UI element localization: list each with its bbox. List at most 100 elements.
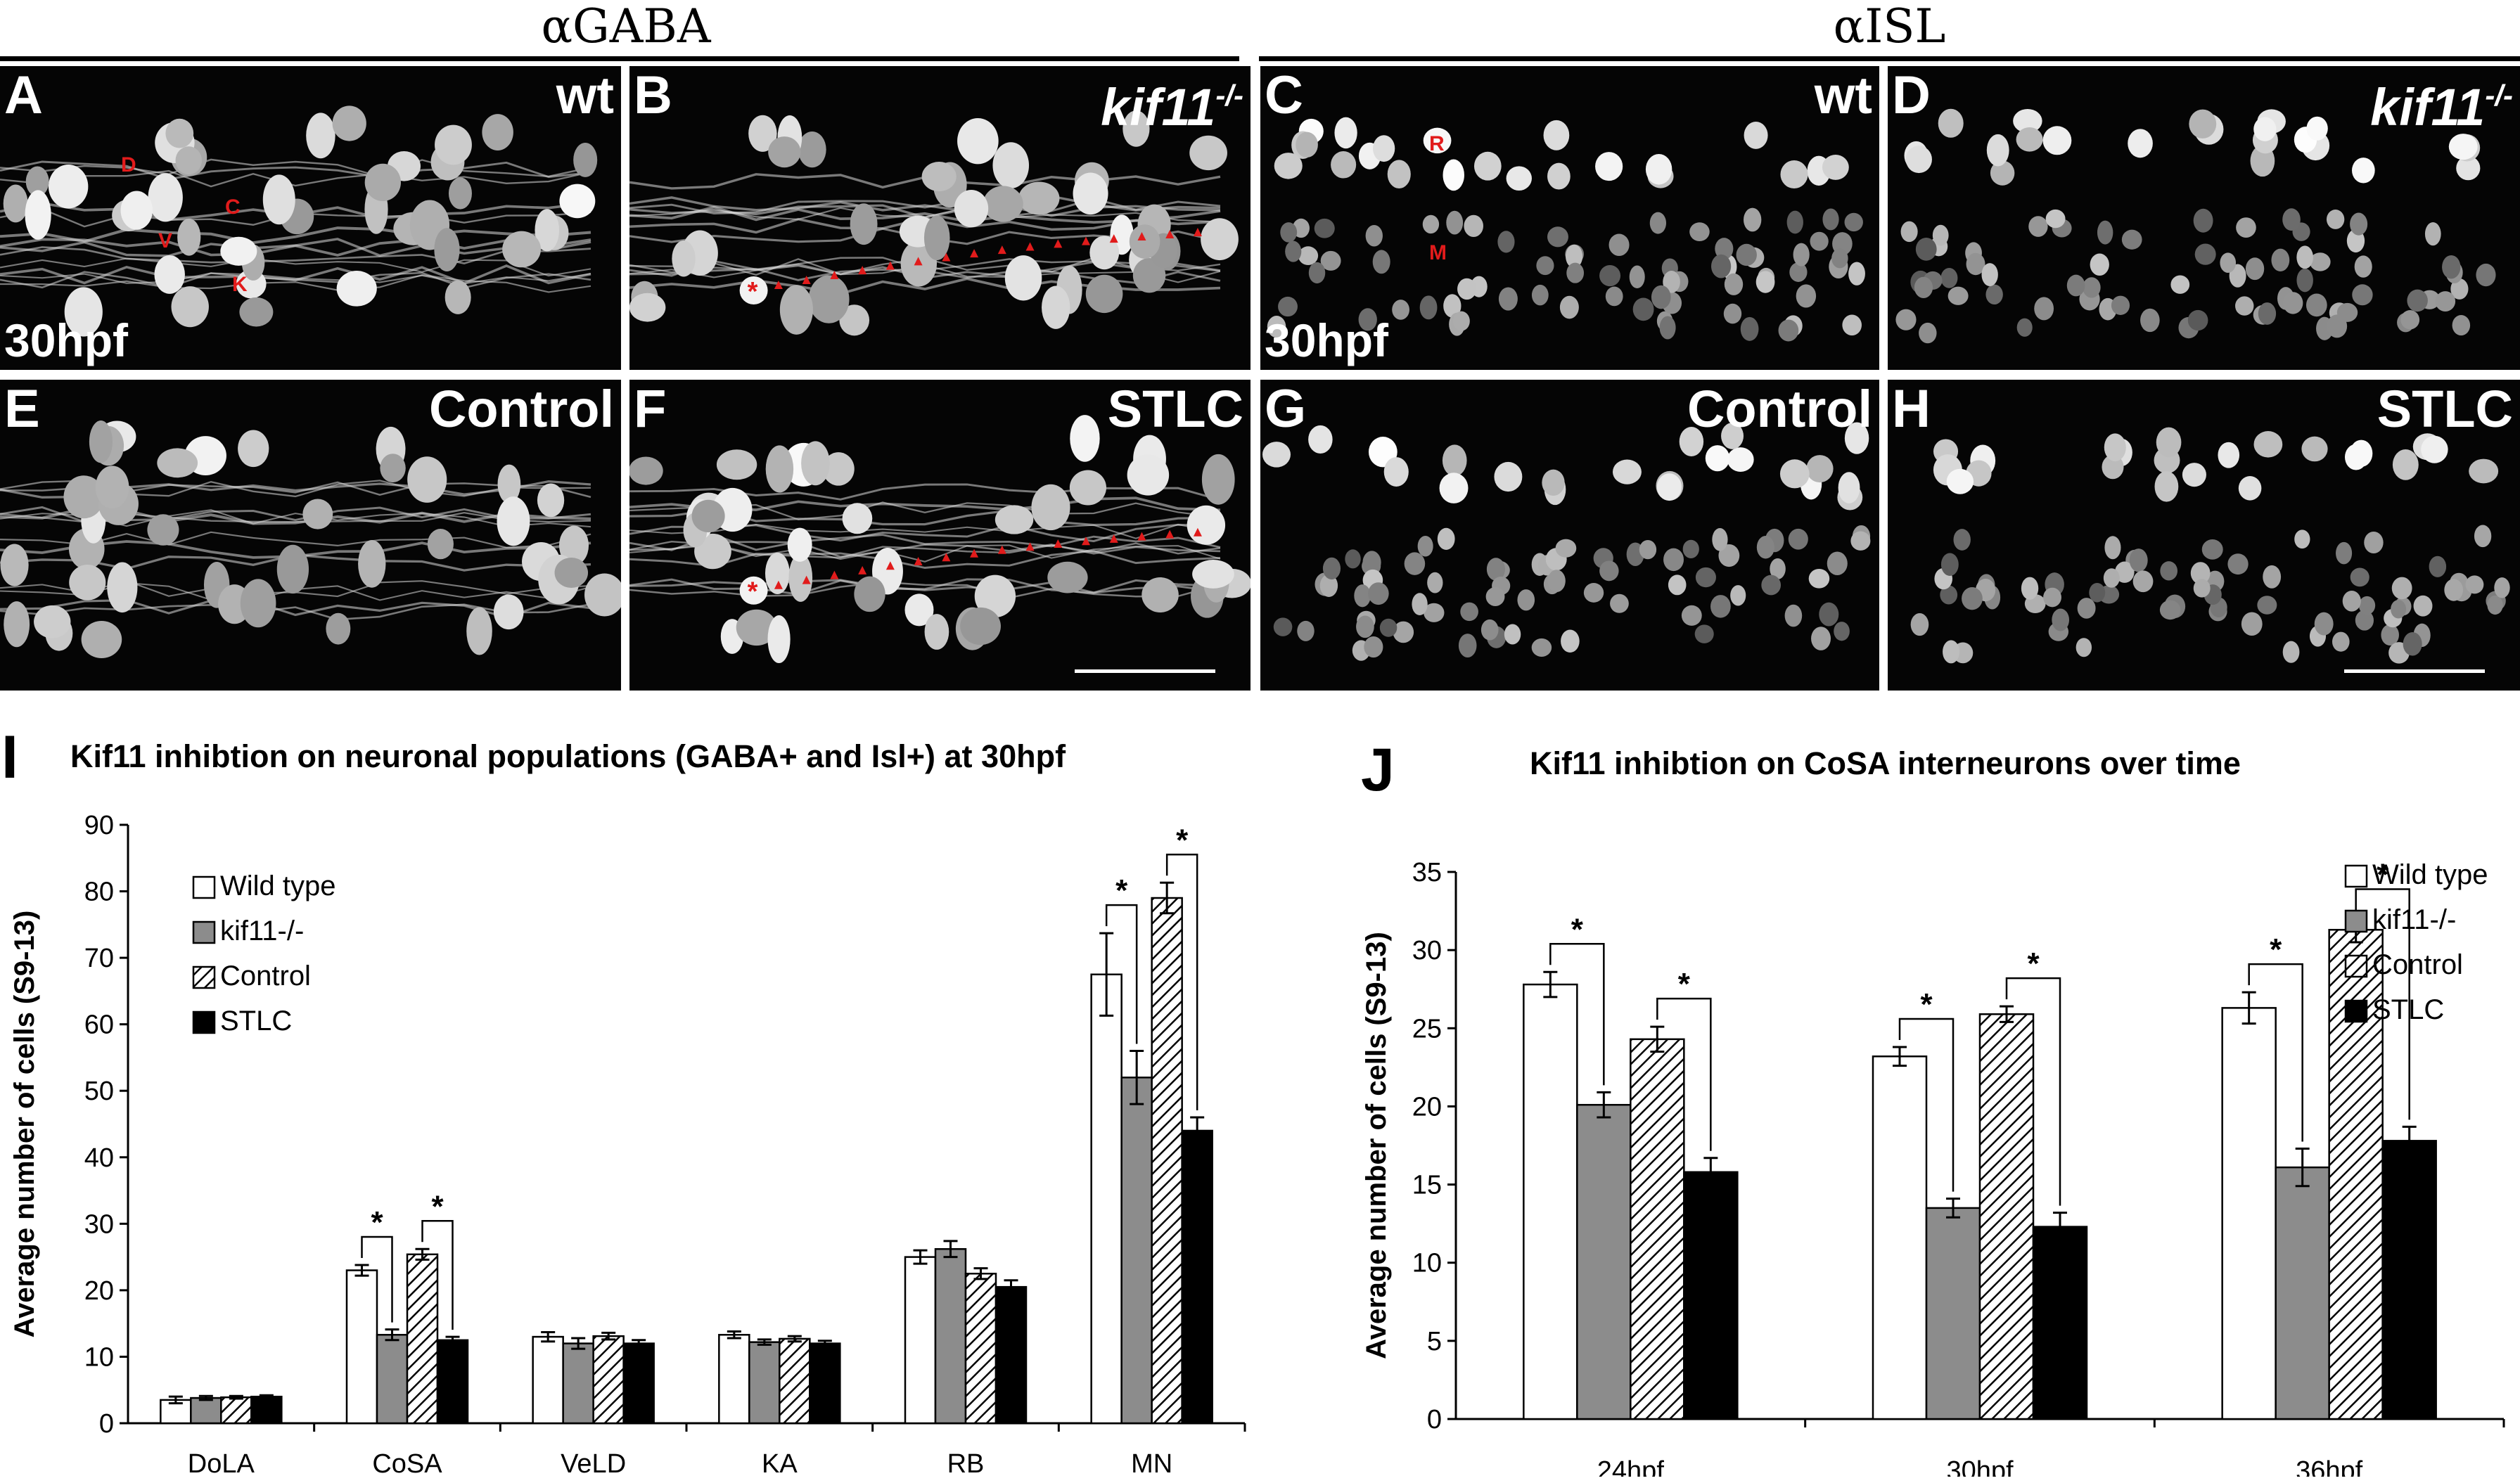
gaba-neuron bbox=[220, 236, 257, 266]
isl-nucleus-dorsal bbox=[1656, 473, 1682, 501]
legend-swatch bbox=[2344, 909, 2368, 933]
isl-nucleus-ventral bbox=[2354, 255, 2372, 278]
isl-nucleus-dorsal bbox=[1806, 455, 1834, 483]
isl-nucleus-ventral bbox=[2077, 598, 2096, 619]
isl-nucleus-dorsal bbox=[1938, 108, 1964, 138]
gaba-neuron bbox=[957, 117, 999, 165]
gaba-neuron bbox=[262, 174, 295, 225]
arrowhead-marker bbox=[1025, 242, 1035, 251]
isl-nucleus-ventral bbox=[2452, 315, 2471, 336]
y-tick-label: 25 bbox=[1412, 1014, 1442, 1044]
gaba-neuron bbox=[904, 593, 934, 627]
gaba-neuron bbox=[95, 466, 129, 509]
arrowhead-marker bbox=[1137, 532, 1146, 541]
panel-letter: E bbox=[4, 380, 40, 439]
significance-bracket bbox=[2005, 977, 2061, 1206]
isl-nucleus-ventral bbox=[1784, 604, 1803, 627]
isl-nucleus-ventral bbox=[1629, 265, 1645, 289]
y-tick-label: 80 bbox=[84, 878, 114, 907]
isl-nucleus-ventral bbox=[1668, 574, 1687, 596]
isl-nucleus-ventral bbox=[1842, 314, 1862, 336]
arrowhead-marker bbox=[1054, 539, 1063, 548]
legend-label: kif11-/- bbox=[220, 916, 304, 946]
panel-condition-label: STLC bbox=[1107, 380, 1243, 438]
micrograph-a: D C V K bbox=[0, 105, 598, 337]
arrowhead-marker bbox=[858, 266, 867, 275]
panel-condition-label: STLC bbox=[2377, 380, 2513, 438]
isl-nucleus-ventral bbox=[1497, 231, 1515, 253]
isl-nucleus-ventral bbox=[1566, 244, 1583, 269]
panel-h: H STLC bbox=[1888, 380, 2520, 691]
y-tick-label: 40 bbox=[84, 1143, 114, 1173]
isl-nucleus-dorsal bbox=[2344, 444, 2367, 470]
isl-nucleus-ventral bbox=[2263, 565, 2282, 589]
bar-control bbox=[1151, 897, 1183, 1425]
gaba-neuron bbox=[558, 525, 589, 565]
micrograph-d bbox=[1895, 108, 2496, 344]
gaba-neuron bbox=[238, 430, 269, 468]
isl-nucleus-ventral bbox=[2235, 296, 2254, 316]
bar-control bbox=[220, 1396, 252, 1425]
isl-nucleus-ventral bbox=[1345, 549, 1361, 569]
asterisk-marker: * bbox=[748, 577, 758, 607]
significance-bracket bbox=[421, 1220, 454, 1330]
gaba-neuron bbox=[497, 496, 530, 546]
isl-nucleus-ventral bbox=[1486, 558, 1505, 581]
isl-nucleus-ventral bbox=[1962, 586, 1983, 610]
isl-nucleus-ventral bbox=[1981, 263, 1998, 287]
isl-nucleus-ventral bbox=[2103, 568, 2120, 588]
gaba-neuron bbox=[326, 612, 351, 645]
gaba-neuron bbox=[691, 499, 725, 532]
significance-asterisk: * bbox=[2027, 946, 2040, 981]
panel-e: E Control bbox=[0, 380, 621, 691]
isl-nucleus-ventral bbox=[1354, 584, 1371, 608]
isl-nucleus-ventral bbox=[2296, 268, 2313, 293]
isl-nucleus-ventral bbox=[2435, 291, 2456, 312]
isl-nucleus-ventral bbox=[1695, 567, 1716, 588]
isl-nucleus-ventral bbox=[1480, 619, 1499, 641]
isl-nucleus-ventral bbox=[1810, 231, 1829, 251]
gaba-neuron bbox=[672, 240, 696, 277]
gaba-neuron bbox=[765, 552, 790, 595]
chart-i-title: Kif11 inhibtion on neuronal populations … bbox=[70, 738, 1066, 774]
gaba-neuron bbox=[48, 164, 89, 209]
isl-nucleus-ventral bbox=[1663, 271, 1680, 293]
legend-swatch bbox=[2344, 954, 2368, 978]
panel-f: * F STLC bbox=[629, 380, 1251, 691]
gaba-neuron bbox=[0, 544, 29, 586]
gaba-neuron bbox=[1192, 560, 1234, 589]
cell-type-marker: R bbox=[1429, 132, 1445, 155]
isl-nucleus-dorsal bbox=[1442, 444, 1467, 477]
isl-nucleus-ventral bbox=[2327, 314, 2348, 338]
isl-nucleus-ventral bbox=[2045, 209, 2066, 229]
isl-nucleus-dorsal bbox=[1543, 120, 1570, 150]
arrowhead-marker bbox=[970, 249, 979, 258]
isl-nucleus-ventral bbox=[1555, 539, 1577, 558]
isl-nucleus-ventral bbox=[2132, 570, 2154, 593]
isl-nucleus-ventral bbox=[1610, 593, 1629, 613]
bar-kif11- bbox=[748, 1341, 781, 1425]
gaba-neuron bbox=[239, 297, 274, 327]
isl-nucleus-ventral bbox=[1770, 558, 1786, 579]
bar-control bbox=[964, 1273, 997, 1425]
panel-stage-label: 30hpf bbox=[1265, 314, 1389, 366]
category-label: KA bbox=[762, 1449, 798, 1477]
gaba-neuron bbox=[584, 573, 621, 617]
isl-nucleus-ventral bbox=[2114, 561, 2135, 583]
isl-nucleus-ventral bbox=[2083, 277, 2101, 298]
isl-nucleus-ventral bbox=[1663, 548, 1684, 572]
bar-stlc bbox=[1683, 1171, 1739, 1420]
gaba-neuron bbox=[1047, 561, 1088, 593]
micrograph-b: * bbox=[629, 110, 1239, 336]
isl-nucleus-ventral bbox=[2283, 292, 2303, 314]
isl-nucleus-ventral bbox=[2271, 248, 2290, 272]
gaba-neuron bbox=[364, 163, 401, 202]
significance-bracket bbox=[2248, 963, 2303, 1142]
isl-nucleus-ventral bbox=[1608, 233, 1630, 257]
isl-nucleus-ventral bbox=[1446, 210, 1464, 235]
gaba-neuron bbox=[175, 146, 202, 175]
chart-j-letter: J bbox=[1361, 736, 1395, 804]
arrowhead-marker bbox=[858, 565, 867, 574]
